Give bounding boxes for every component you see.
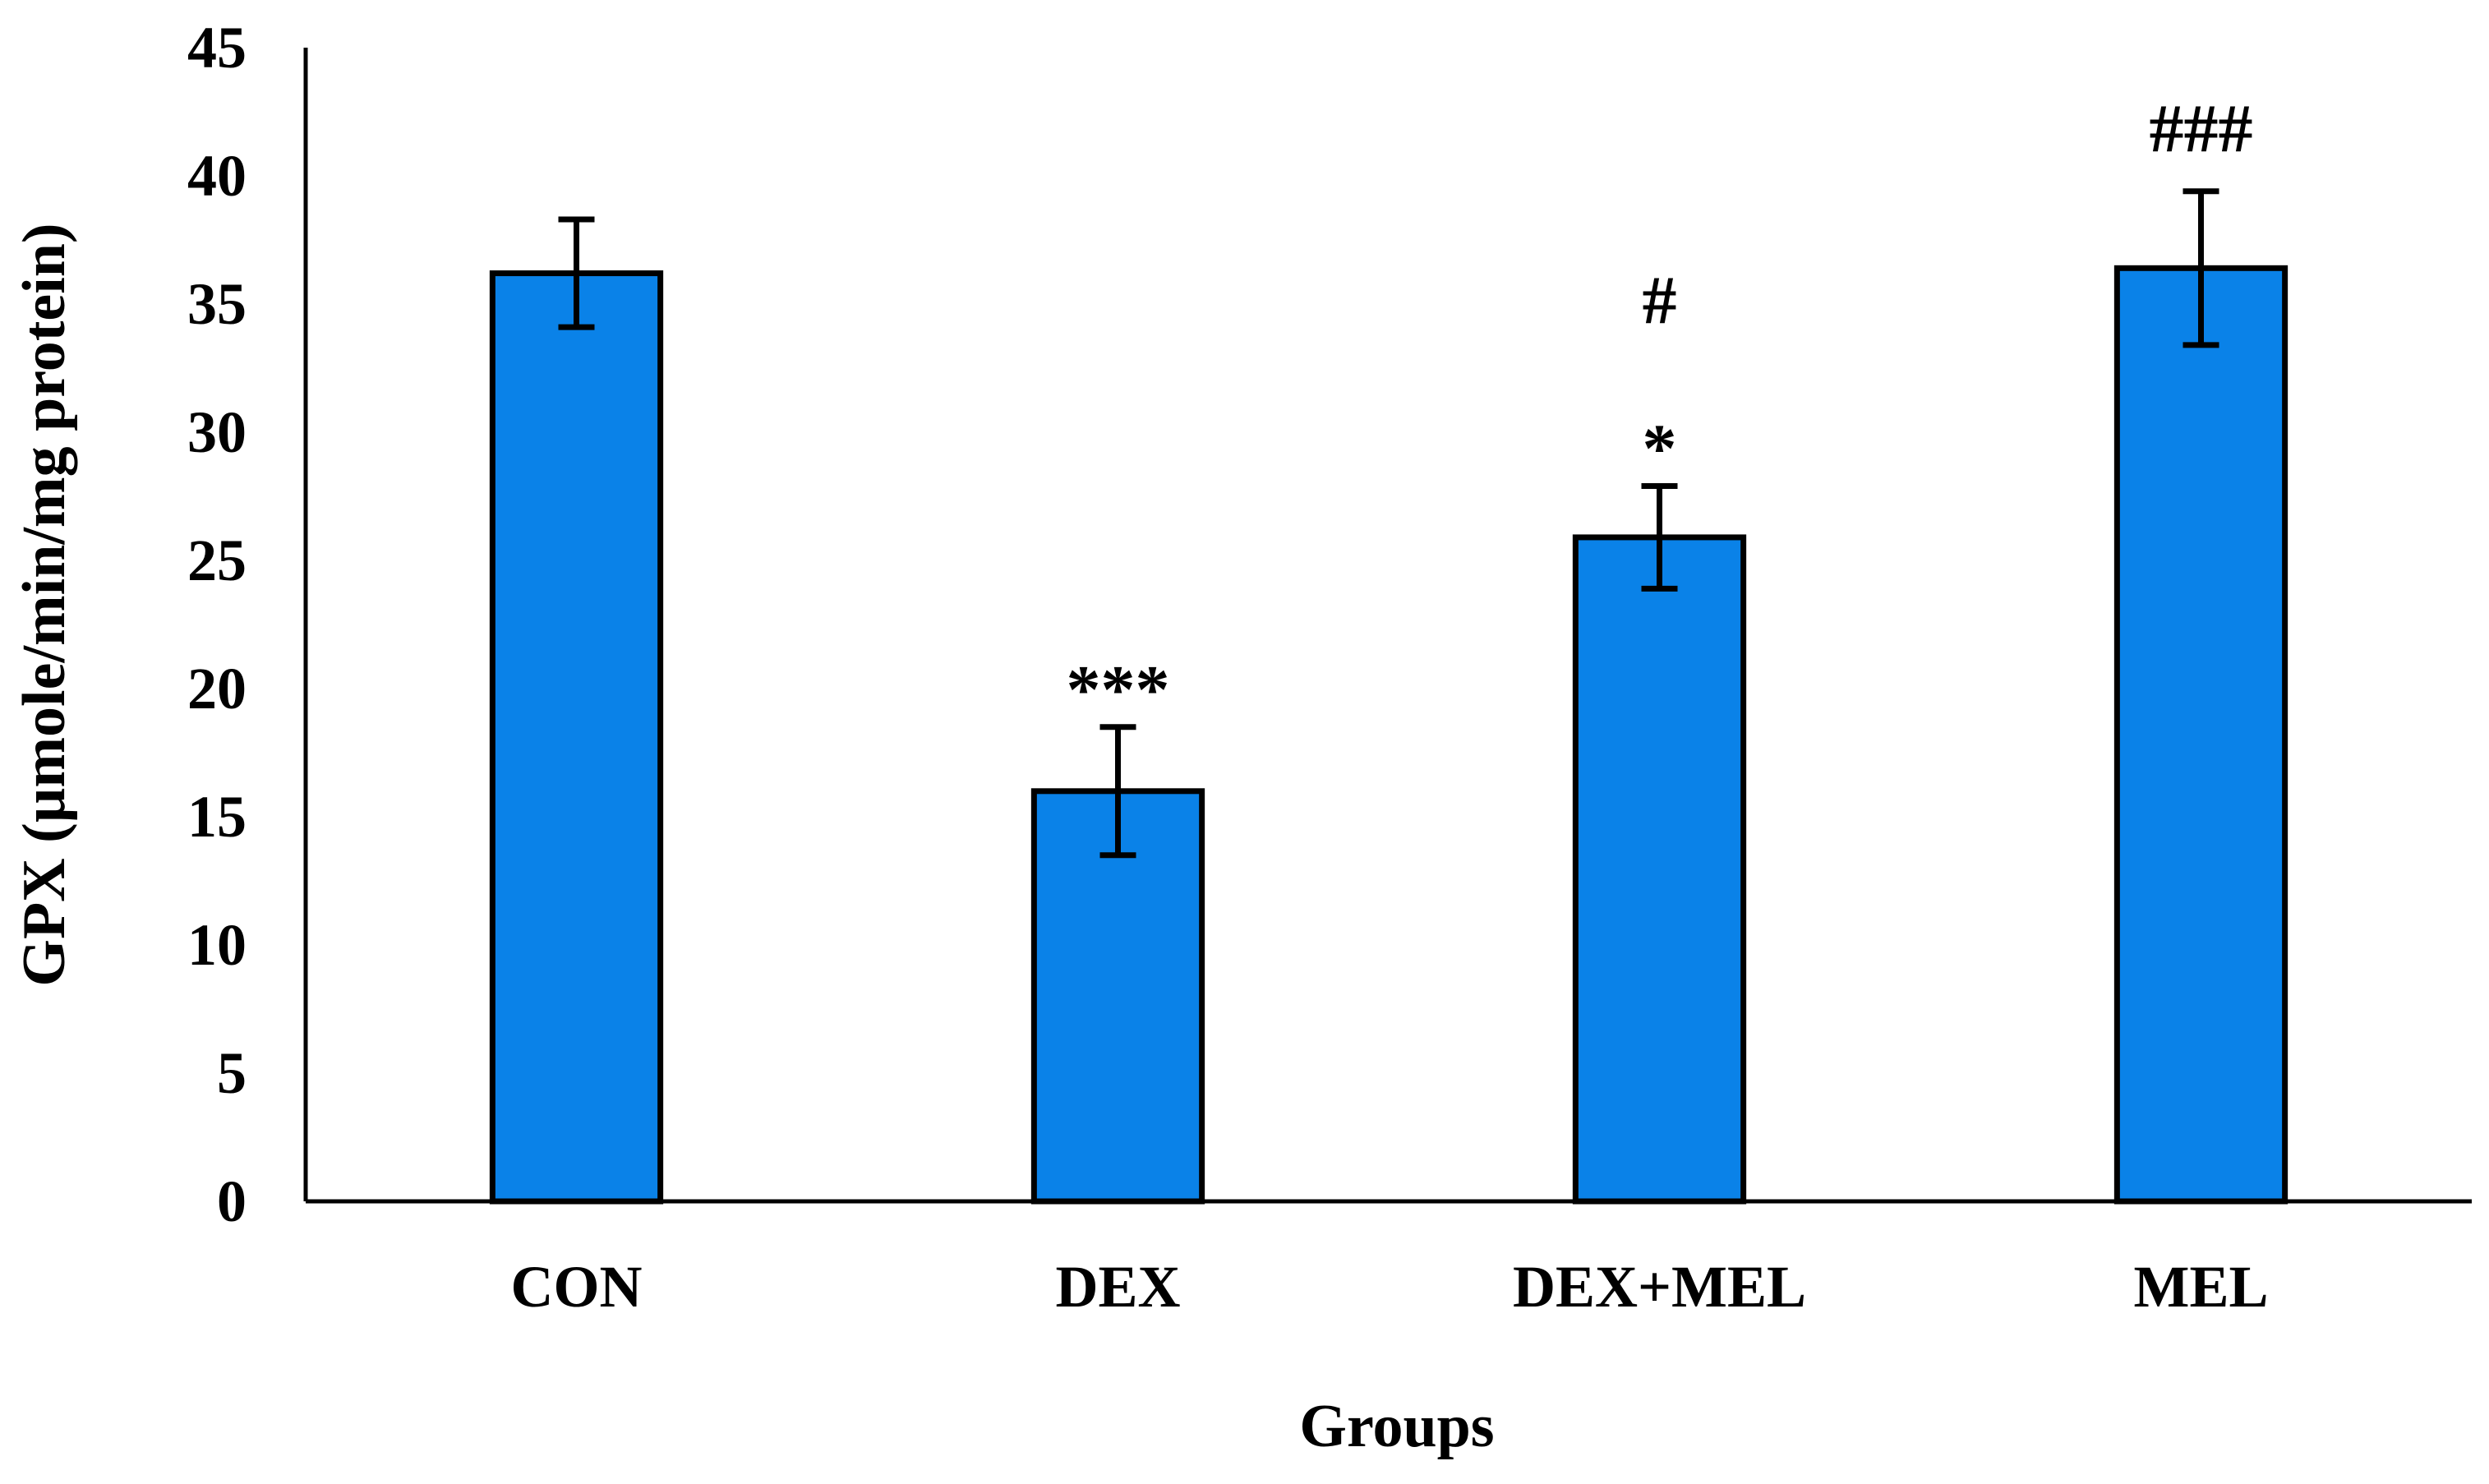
bars-layer — [489, 265, 2288, 1205]
significance-annotations-layer: ****#### — [1067, 91, 2253, 728]
y-tick-label: 45 — [187, 15, 247, 81]
significance-marker: * — [1643, 411, 1677, 487]
bar — [1030, 788, 1205, 1205]
x-tick-label: DEX+MEL — [1513, 1254, 1806, 1320]
y-tick-label: 35 — [187, 271, 247, 337]
y-tick-label: 25 — [187, 528, 247, 593]
error-bar — [2182, 188, 2219, 348]
y-tick-labels: 0 5 10 15 20 25 30 35 40 45 — [187, 15, 247, 1234]
y-tick-label: 15 — [187, 784, 247, 850]
y-tick-label: 30 — [187, 399, 247, 465]
x-tick-label: CON — [511, 1254, 643, 1320]
x-tick-labels: CON DEX DEX+MEL MEL — [511, 1254, 2269, 1320]
y-tick-label: 0 — [217, 1168, 247, 1234]
bar — [1572, 534, 1747, 1205]
x-axis-title: Groups — [1299, 1393, 1494, 1460]
significance-marker: ### — [2150, 91, 2253, 168]
y-axis-title: GPX (µmole/min/mg protein) — [11, 223, 78, 986]
bar — [489, 270, 664, 1205]
error-bars-layer — [558, 188, 2219, 859]
x-tick-label: MEL — [2133, 1254, 2268, 1320]
y-tick-label: 20 — [187, 656, 247, 721]
significance-marker: *** — [1067, 652, 1170, 728]
bar — [2113, 265, 2288, 1205]
x-tick-label: DEX — [1055, 1254, 1180, 1320]
y-tick-label: 5 — [217, 1040, 247, 1106]
error-bar — [1099, 724, 1136, 859]
y-tick-label: 10 — [187, 912, 247, 978]
error-bar — [558, 216, 595, 330]
y-tick-label: 40 — [187, 143, 247, 209]
error-bar — [1641, 483, 1678, 592]
significance-marker: # — [1643, 263, 1677, 339]
